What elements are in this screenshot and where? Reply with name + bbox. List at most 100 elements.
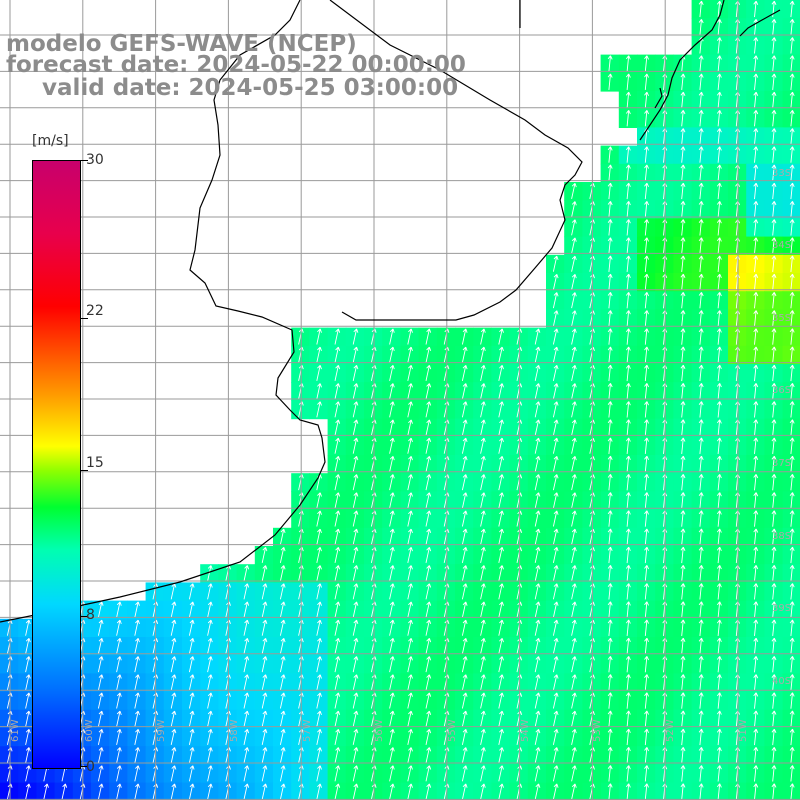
wind-arrow bbox=[680, 73, 686, 90]
colorbar-tick-15: 15 bbox=[86, 455, 104, 471]
wind-arrow bbox=[607, 364, 613, 382]
wind-arrow bbox=[644, 419, 650, 436]
wind-arrow bbox=[534, 601, 541, 618]
wind-arrow bbox=[552, 437, 559, 454]
wind-arrow bbox=[334, 401, 341, 418]
wind-arrow bbox=[552, 656, 559, 673]
wind-arrow bbox=[461, 528, 468, 545]
wind-arrow bbox=[607, 346, 613, 363]
wind-arrow bbox=[571, 546, 577, 563]
wind-arrow bbox=[534, 692, 541, 709]
wind-arrow bbox=[279, 674, 286, 691]
wind-arrow bbox=[771, 237, 777, 254]
wind-arrow bbox=[698, 128, 704, 145]
wind-arrow bbox=[498, 674, 504, 691]
wind-arrow bbox=[571, 492, 577, 509]
wind-arrow bbox=[97, 783, 104, 800]
wind-arrow bbox=[625, 219, 631, 236]
wind-arrow bbox=[716, 237, 722, 254]
wind-arrow bbox=[644, 783, 650, 800]
wind-arrow bbox=[698, 437, 704, 454]
wind-arrow bbox=[698, 455, 704, 473]
wind-arrow bbox=[389, 601, 395, 618]
wind-arrow bbox=[461, 565, 468, 582]
wind-arrow bbox=[771, 37, 777, 54]
wind-arrow bbox=[753, 637, 759, 655]
colorbar-tickmark bbox=[80, 160, 88, 161]
wind-arrow bbox=[461, 765, 468, 782]
wind-arrow bbox=[753, 292, 759, 309]
wind-arrow bbox=[716, 455, 722, 473]
wind-arrow bbox=[407, 328, 413, 345]
wind-arrow bbox=[753, 528, 759, 545]
wind-arrow bbox=[771, 310, 777, 327]
wind-arrow bbox=[188, 747, 195, 764]
wind-arrow bbox=[261, 747, 268, 764]
wind-arrow bbox=[680, 328, 686, 345]
wind-arrow bbox=[789, 783, 795, 800]
wind-arrow bbox=[552, 510, 559, 527]
wind-arrow bbox=[625, 583, 631, 600]
wind-arrow bbox=[771, 656, 777, 673]
wind-arrow bbox=[498, 656, 504, 673]
wind-arrow bbox=[480, 437, 486, 454]
wind-arrow bbox=[534, 783, 541, 800]
wind-arrow bbox=[316, 364, 322, 381]
wind-arrow bbox=[461, 364, 468, 381]
wind-arrow bbox=[334, 565, 341, 582]
wind-arrow bbox=[789, 747, 795, 764]
wind-arrow bbox=[698, 182, 704, 200]
wind-arrow bbox=[207, 583, 213, 600]
wind-arrow bbox=[534, 510, 541, 527]
wind-arrow bbox=[552, 273, 559, 290]
wind-arrow bbox=[116, 747, 122, 764]
wind-arrow bbox=[789, 73, 795, 90]
wind-arrow bbox=[789, 0, 795, 18]
wind-arrow bbox=[498, 692, 504, 709]
wind-arrow bbox=[316, 528, 322, 545]
model-title: modelo GEFS-WAVE (NCEP) bbox=[6, 31, 357, 57]
wind-arrow bbox=[625, 346, 631, 363]
wind-arrow bbox=[771, 164, 777, 181]
wind-arrow bbox=[461, 346, 468, 363]
wind-arrow bbox=[644, 55, 650, 72]
wind-arrow bbox=[789, 419, 795, 436]
wind-arrow bbox=[680, 255, 686, 272]
wind-arrow bbox=[644, 346, 650, 363]
wind-arrow bbox=[698, 401, 704, 418]
wind-arrow bbox=[407, 692, 413, 709]
wind-arrow bbox=[316, 492, 322, 509]
wind-arrow bbox=[498, 765, 504, 782]
wind-arrow bbox=[389, 510, 395, 527]
wind-arrow bbox=[753, 783, 759, 800]
wind-arrow bbox=[753, 546, 759, 564]
wind-arrow bbox=[644, 765, 650, 782]
wind-arrow bbox=[207, 601, 213, 618]
wind-arrow bbox=[680, 146, 686, 163]
wind-arrow bbox=[607, 255, 613, 272]
wind-arrow bbox=[480, 710, 486, 727]
wind-arrow bbox=[680, 273, 686, 291]
wind-arrow bbox=[771, 73, 777, 90]
colorbar-tickmark bbox=[80, 766, 88, 767]
wind-arrow bbox=[425, 656, 432, 673]
wind-arrow bbox=[134, 674, 140, 691]
wind-arrow bbox=[498, 510, 504, 527]
wind-arrow bbox=[407, 455, 413, 472]
wind-arrow bbox=[552, 528, 559, 545]
wind-arrow bbox=[134, 747, 140, 764]
wind-arrow bbox=[461, 437, 468, 454]
wind-arrow bbox=[188, 637, 195, 654]
lat-label: 39S bbox=[772, 603, 792, 614]
wind-arrow bbox=[552, 346, 559, 363]
wind-arrow bbox=[134, 710, 140, 727]
wind-arrow bbox=[771, 728, 777, 746]
wind-arrow bbox=[407, 492, 413, 509]
wind-arrow bbox=[607, 710, 613, 727]
wind-arrow bbox=[771, 637, 777, 655]
wind-arrow bbox=[680, 310, 686, 327]
wind-arrow bbox=[753, 565, 759, 582]
wind-arrow bbox=[771, 128, 777, 145]
wind-arrow bbox=[571, 583, 577, 600]
wind-arrow bbox=[97, 619, 104, 636]
